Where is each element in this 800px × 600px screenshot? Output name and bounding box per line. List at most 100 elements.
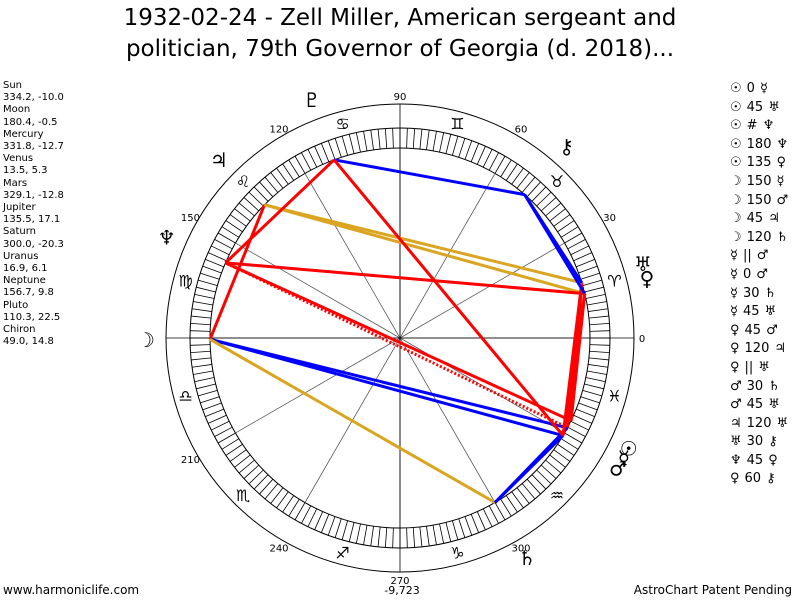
degree-tick (526, 478, 541, 495)
degree-tick (573, 252, 593, 262)
planet-position: 49.0, 14.8 (3, 336, 54, 348)
planet-name: Chiron (3, 324, 36, 336)
chart-title-line2: politician, 79th Governor of Georgia (d.… (125, 36, 675, 62)
aspect-line (208, 204, 266, 340)
degree-tick (549, 208, 566, 222)
degree-tick (259, 181, 274, 198)
aspect-planet-b: ♂ (756, 248, 769, 264)
aspect-angle: || (742, 248, 752, 264)
aspect-line (561, 282, 584, 436)
zodiac-sign-icon: ♒ (550, 486, 564, 505)
aspect-planet-a: ☽ (730, 229, 742, 245)
degree-tick (301, 505, 312, 524)
degree-tick (585, 377, 606, 383)
degree-tick (191, 357, 212, 361)
degree-tick (334, 518, 342, 538)
degree-tick (276, 491, 289, 509)
website-credit: www.harmoniclife.com (3, 583, 140, 597)
aspect-line-dotted (226, 262, 567, 429)
planet-position: 180.4, -0.5 (3, 116, 58, 128)
planet-icon: ♄ (518, 546, 536, 570)
degree-tick (557, 443, 575, 456)
planet-name: Mars (3, 177, 28, 189)
degree-tick (221, 226, 240, 238)
aspect-planet-a: ☉ (730, 155, 742, 171)
degree-tick (419, 526, 423, 547)
degree-tick (196, 286, 216, 293)
aspect-planet-b: ☿ (776, 173, 785, 189)
planet-name: Neptune (3, 275, 46, 287)
zodiac-sign-icon: ♌ (236, 172, 250, 191)
degree-tick (432, 131, 437, 151)
aspect-planet-b: ♅ (758, 359, 770, 375)
chart-title-line1: 1932-02-24 - Zell Miller, American serge… (123, 5, 677, 31)
degree-label: 120 (269, 124, 288, 135)
aspect-angle: 30 (742, 285, 760, 301)
degree-tick (470, 143, 480, 162)
planet-name: Uranus (3, 250, 39, 262)
degree-tick (570, 245, 589, 256)
aspect-planet-b: ♂ (766, 322, 778, 338)
degree-tick (248, 469, 264, 485)
degree-tick (334, 138, 342, 158)
degree-tick (348, 134, 355, 154)
degree-tick (576, 408, 595, 418)
planet-icon: ♂ (609, 456, 627, 480)
degree-tick (488, 505, 499, 524)
aspect-row: ☽ 150 ☿ (730, 173, 788, 192)
degree-tick (587, 301, 607, 306)
aspect-row: ☉ 0 ☿ (730, 80, 788, 99)
aspect-angle: || (744, 359, 754, 375)
degree-tick (198, 279, 218, 287)
degree-label: 30 (603, 213, 616, 224)
aspect-planet-a: ♀ (730, 322, 740, 338)
degree-tick (238, 202, 255, 217)
degree-tick (221, 438, 240, 450)
degree-tick (588, 315, 609, 319)
degree-tick (282, 495, 295, 513)
degree-tick (406, 128, 408, 149)
degree-tick (320, 143, 330, 162)
degree-tick (526, 181, 541, 198)
degree-tick (451, 520, 459, 540)
aspect-planet-b: ♃ (768, 211, 780, 227)
degree-tick (584, 383, 604, 390)
degree-tick (549, 454, 566, 468)
degree-tick (264, 176, 279, 193)
aspect-angle: 120 (744, 341, 770, 357)
degree-tick (531, 186, 547, 202)
degree-tick (190, 330, 211, 332)
aspect-line (225, 261, 585, 296)
zodiac-sign-icon: ♊ (450, 115, 464, 134)
degree-tick (505, 163, 518, 181)
aspect-row: ☿ 30 ♄ (730, 285, 788, 304)
degree-tick (193, 301, 213, 306)
degree-label: 270 (390, 576, 409, 587)
aspect-angle: 45 (744, 322, 762, 338)
aspect-angle: # (746, 118, 758, 134)
aspect-planet-a: ☿ (730, 285, 738, 301)
aspect-angle: 150 (746, 192, 772, 208)
degree-tick (202, 265, 222, 274)
degree-tick (451, 136, 459, 156)
planet-position: 16.9, 6.1 (3, 263, 48, 275)
aspect-row: ♃ 120 ♅ (730, 415, 788, 434)
degree-tick (270, 487, 284, 504)
zodiac-sign-icon: ♋ (335, 115, 349, 134)
degree-tick (536, 191, 552, 207)
degree-tick (560, 226, 579, 238)
aspect-line (209, 338, 496, 504)
degree-tick (194, 377, 215, 383)
patent-notice: AstroChart Patent Pending (633, 583, 792, 597)
zodiac-sign-icon: ♐ (335, 543, 349, 562)
aspect-row: ♀ || ♅ (730, 359, 788, 378)
degree-tick (198, 389, 218, 397)
planet-position: 331.8, -12.7 (3, 141, 64, 153)
degree-tick (392, 527, 394, 548)
degree-tick (288, 159, 300, 178)
aspect-planet-a: ♂ (730, 378, 742, 394)
degree-tick (589, 344, 610, 346)
degree-tick (301, 152, 312, 171)
degree-tick (564, 432, 583, 444)
